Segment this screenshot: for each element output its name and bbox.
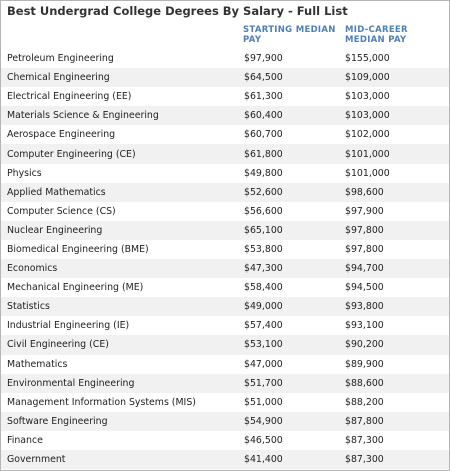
starting-pay: $65,100 xyxy=(244,224,283,236)
starting-pay: $53,100 xyxy=(244,339,283,351)
mid-career-pay: $97,800 xyxy=(345,224,384,236)
mid-career-pay: $101,000 xyxy=(345,148,390,160)
table-row: Applied Mathematics $52,600 $98,600 xyxy=(1,182,449,202)
column-header-starting-pay: STARTING MEDIAN PAY xyxy=(243,25,336,45)
table-row: Computer Engineering (CE) $61,800 $101,000 xyxy=(1,144,449,164)
mid-career-pay: $94,500 xyxy=(345,282,384,294)
major-name: Materials Science & Engineering xyxy=(7,110,159,122)
mid-career-pay: $103,000 xyxy=(345,91,390,103)
starting-pay: $41,400 xyxy=(244,454,283,466)
table-row: Finance $46,500 $87,300 xyxy=(1,431,449,450)
table-row: Mechanical Engineering (ME) $58,400 $94,50… xyxy=(1,278,449,297)
starting-pay: $49,000 xyxy=(244,301,283,313)
major-name: Aerospace Engineering xyxy=(7,129,116,141)
mid-career-pay: $87,300 xyxy=(345,434,384,446)
starting-pay: $47,300 xyxy=(244,263,283,275)
mid-career-pay: $101,000 xyxy=(345,167,390,179)
major-name: Environmental Engineering xyxy=(7,377,135,389)
major-name: Finance xyxy=(7,434,43,446)
major-name: Chemical Engineering xyxy=(7,72,110,84)
mid-career-pay: $102,000 xyxy=(345,129,390,141)
table-row: Nuclear Engineering $65,100 $97,800 xyxy=(1,220,449,240)
major-name: Management Information Systems (MIS) xyxy=(7,396,196,408)
major-name: Economics xyxy=(7,263,58,275)
column-header-mid-career-pay: MID-CAREER MEDIAN PAY xyxy=(345,25,408,45)
mid-career-pay: $155,000 xyxy=(345,53,390,65)
starting-pay: $61,800 xyxy=(244,148,283,160)
table-row: Economics $47,300 $94,700 xyxy=(1,259,449,279)
starting-pay: $97,900 xyxy=(244,53,283,65)
starting-pay: $47,000 xyxy=(244,358,283,370)
table-row: Management Information Systems (MIS) $51,… xyxy=(1,393,449,412)
table-row: Materials Science & Engineering $60,400 $1… xyxy=(1,106,449,126)
major-name: Industrial Engineering (IE) xyxy=(7,320,130,332)
mid-career-pay: $109,000 xyxy=(345,72,390,84)
mid-career-pay: $93,100 xyxy=(345,320,384,332)
major-name: Nuclear Engineering xyxy=(7,224,103,236)
mid-career-pay: $94,700 xyxy=(345,263,384,275)
major-name: Computer Engineering (CE) xyxy=(7,148,136,160)
table-row: Physics $49,800 $101,000 xyxy=(1,164,449,183)
major-name: Electrical Engineering (EE) xyxy=(7,91,132,103)
mid-career-pay: $90,200 xyxy=(345,339,384,351)
starting-pay: $60,700 xyxy=(244,129,283,141)
mid-career-pay: $87,800 xyxy=(345,415,384,427)
salary-table-body: Petroleum Engineering $97,900 $155,000 Che… xyxy=(1,49,449,470)
major-name: Statistics xyxy=(7,301,50,313)
table-row: Chemical Engineering $64,500 $109,000 xyxy=(1,68,449,88)
starting-pay: $52,600 xyxy=(244,186,283,198)
mid-career-pay: $97,900 xyxy=(345,205,384,217)
major-name: Physics xyxy=(7,167,42,179)
starting-pay: $49,800 xyxy=(244,167,283,179)
major-name: Software Engineering xyxy=(7,415,108,427)
starting-pay: $53,800 xyxy=(244,243,283,255)
table-row: Aerospace Engineering $60,700 $102,000 xyxy=(1,125,449,144)
mid-career-pay: $87,300 xyxy=(345,454,384,466)
table-row: Statistics $49,000 $93,800 xyxy=(1,297,449,317)
mid-career-pay: $88,600 xyxy=(345,377,384,389)
mid-career-pay: $103,000 xyxy=(345,110,390,122)
page-title: Best Undergrad College Degrees By Salary… xyxy=(7,4,348,18)
major-name: Civil Engineering (CE) xyxy=(7,339,109,351)
table-row: Environmental Engineering $51,700 $88,600 xyxy=(1,373,449,393)
table-row: Mathematics $47,000 $89,900 xyxy=(1,355,449,374)
starting-pay: $57,400 xyxy=(244,320,283,332)
table-row: Industrial Engineering (IE) $57,400 $93,10… xyxy=(1,316,449,335)
mid-career-pay: $97,800 xyxy=(345,243,384,255)
starting-pay: $46,500 xyxy=(244,434,283,446)
table-row: Biomedical Engineering (BME) $53,800 $97,8… xyxy=(1,240,449,259)
major-name: Computer Science (CS) xyxy=(7,205,116,217)
major-name: Petroleum Engineering xyxy=(7,53,114,65)
mid-career-pay: $98,600 xyxy=(345,186,384,198)
starting-pay: $54,900 xyxy=(244,415,283,427)
major-name: Mathematics xyxy=(7,358,68,370)
mid-career-pay: $89,900 xyxy=(345,358,384,370)
mid-career-pay: $88,200 xyxy=(345,396,384,408)
table-row: Government $41,400 $87,300 xyxy=(1,449,449,470)
table-row: Computer Science (CS) $56,600 $97,900 xyxy=(1,202,449,221)
mid-career-pay: $93,800 xyxy=(345,301,384,313)
table-row: Electrical Engineering (EE) $61,300 $103,0… xyxy=(1,87,449,106)
major-name: Government xyxy=(7,454,66,466)
starting-pay: $61,300 xyxy=(244,91,283,103)
starting-pay: $58,400 xyxy=(244,282,283,294)
starting-pay: $51,000 xyxy=(244,396,283,408)
table-row: Petroleum Engineering $97,900 $155,000 xyxy=(1,49,449,68)
starting-pay: $64,500 xyxy=(244,72,283,84)
major-name: Applied Mathematics xyxy=(7,186,106,198)
starting-pay: $60,400 xyxy=(244,110,283,122)
major-name: Mechanical Engineering (ME) xyxy=(7,282,144,294)
table-row: Software Engineering $54,900 $87,800 xyxy=(1,411,449,431)
table-row: Civil Engineering (CE) $53,100 $90,200 xyxy=(1,335,449,355)
starting-pay: $56,600 xyxy=(244,205,283,217)
major-name: Biomedical Engineering (BME) xyxy=(7,243,149,255)
starting-pay: $51,700 xyxy=(244,377,283,389)
